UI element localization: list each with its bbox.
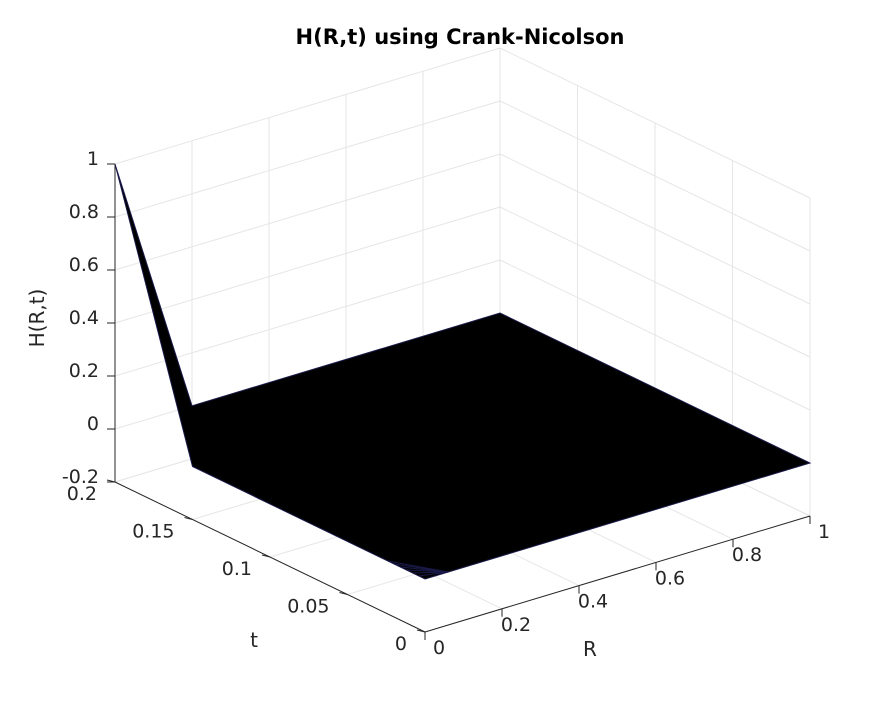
z-tick-label: 0.6: [69, 254, 99, 276]
tick-labels: 00.20.40.60.8100.050.10.150.2-0.200.20.4…: [62, 148, 830, 659]
z-tick-label: -0.2: [62, 466, 99, 488]
x-axis-label: R: [583, 637, 597, 661]
y-tick: [184, 517, 193, 520]
back-wall-grid-line: [114, 259, 501, 377]
x-tick-label: 0.4: [578, 591, 608, 613]
y-tick: [416, 629, 426, 633]
y-tick-label: 0.05: [287, 596, 329, 618]
y-tick-label: 0.1: [222, 558, 252, 580]
x-tick-label: 0.6: [655, 567, 685, 589]
back-wall-grid-line: [114, 153, 501, 271]
x-tick-label: 0: [433, 637, 445, 659]
z-tick-label: 0.2: [69, 360, 99, 382]
y-tick-label: 0.2: [67, 483, 97, 505]
axes: [106, 163, 811, 640]
z-tick-label: 0.8: [69, 201, 99, 223]
back-wall-grid-line: [114, 100, 501, 218]
z-tick-label: 0.4: [69, 307, 99, 329]
x-tick-label: 0.2: [501, 614, 531, 636]
chart-title: H(R,t) using Crank-Nicolson: [296, 25, 625, 49]
z-tick-label: 1: [87, 148, 99, 170]
x-tick-label: 0.8: [732, 544, 762, 566]
side-wall-grid-line: [499, 259, 811, 411]
y-tick: [261, 554, 271, 558]
mesh-line: [418, 571, 449, 577]
surface: [114, 163, 812, 580]
x-axis-line: [424, 515, 811, 633]
z-tick-label: 0: [87, 413, 99, 435]
z-axis-label: H(R,t): [25, 289, 49, 348]
side-wall-grid-line: [499, 47, 811, 199]
y-tick-label: 0: [395, 633, 407, 655]
x-tick-label: 1: [818, 521, 830, 543]
y-tick: [339, 592, 348, 595]
side-wall-grid-line: [499, 206, 811, 358]
y-tick-label: 0.15: [132, 521, 174, 543]
surface-patch: [114, 163, 812, 580]
side-wall-grid-line: [499, 100, 811, 252]
back-wall-grid-line: [114, 206, 501, 324]
mesh-line: [387, 560, 449, 573]
y-axis-label: t: [250, 628, 258, 652]
side-wall-grid-line: [499, 153, 811, 305]
back-wall-grid-line: [114, 47, 501, 165]
